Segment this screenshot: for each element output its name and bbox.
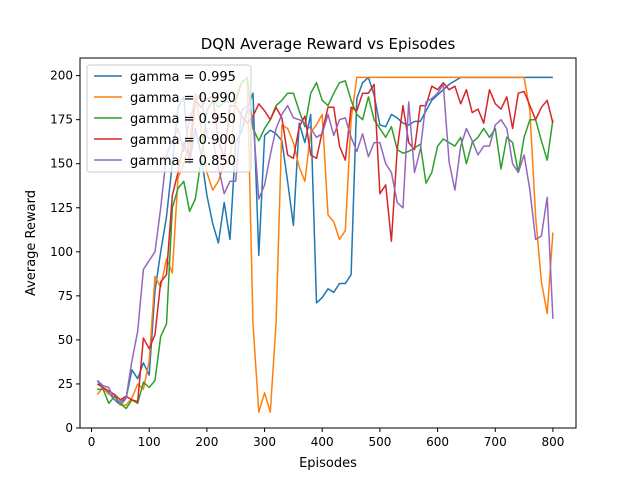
x-axis-ticks: 0 100 200 300 400 500 600 700 800 xyxy=(88,428,564,449)
y-tick-label: 0 xyxy=(65,421,73,435)
y-tick-label: 200 xyxy=(50,69,73,83)
plot-frame xyxy=(79,57,577,429)
x-tick-label: 700 xyxy=(484,435,507,449)
x-tick-label: 800 xyxy=(541,435,564,449)
y-tick-label: 100 xyxy=(50,245,73,259)
series-line-1 xyxy=(96,76,554,413)
y-axis-ticks: 0 25 50 75 100 125 150 175 200 xyxy=(50,69,80,435)
x-tick-label: 100 xyxy=(138,435,161,449)
legend-box xyxy=(86,64,252,173)
x-tick-label: 600 xyxy=(426,435,449,449)
y-tick-label: 50 xyxy=(58,333,73,347)
y-tick-label: 25 xyxy=(58,377,73,391)
x-tick-label: 500 xyxy=(368,435,391,449)
y-axis-label: Average Reward xyxy=(24,190,39,296)
x-tick-label: 0 xyxy=(88,435,96,449)
x-axis-label: Episodes xyxy=(299,456,357,471)
legend-label: gamma = 0.950 xyxy=(130,112,236,127)
series-line-2 xyxy=(97,76,554,410)
y-tick-label: 150 xyxy=(50,157,73,171)
y-tick-label: 175 xyxy=(50,113,73,127)
y-tick-label: 75 xyxy=(58,289,73,303)
chart-title: DQN Average Reward vs Episodes xyxy=(201,35,456,53)
legend-label: gamma = 0.850 xyxy=(130,154,236,169)
x-tick-label: 300 xyxy=(253,435,276,449)
legend: gamma = 0.995 gamma = 0.990 gamma = 0.950 g… xyxy=(86,64,252,173)
x-tick-label: 200 xyxy=(195,435,218,449)
legend-label: gamma = 0.990 xyxy=(130,91,236,106)
legend-label: gamma = 0.900 xyxy=(130,133,236,148)
y-tick-label: 125 xyxy=(50,201,73,215)
x-tick-label: 400 xyxy=(311,435,334,449)
series-line-3 xyxy=(96,81,554,403)
legend-label: gamma = 0.995 xyxy=(130,70,236,85)
